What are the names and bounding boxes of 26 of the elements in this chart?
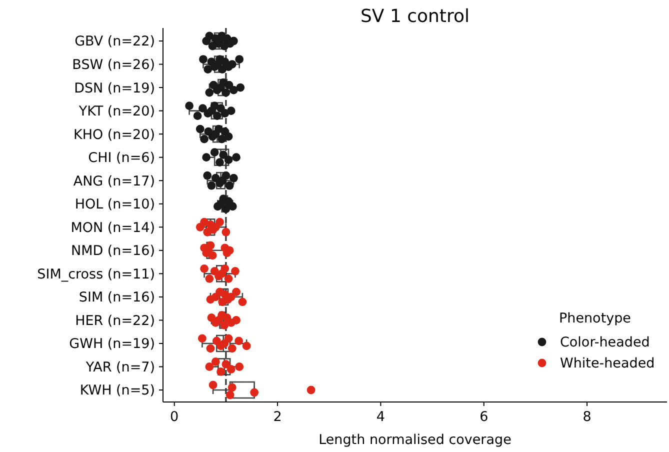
legend-label: White-headed bbox=[560, 356, 655, 372]
y-tick-label: YAR (n=7) bbox=[84, 359, 155, 376]
y-tick-label: GWH (n=19) bbox=[69, 336, 155, 352]
y-tick-label: MON (n=14) bbox=[70, 220, 155, 236]
y-tick-label: CHI (n=6) bbox=[88, 150, 155, 166]
y-tick-label: SIM_cross (n=11) bbox=[37, 266, 155, 282]
y-tick-label: GBV (n=22) bbox=[74, 34, 155, 50]
chart-title: SV 1 control bbox=[360, 6, 470, 27]
x-tick-label: 8 bbox=[582, 409, 592, 425]
y-tick-label: HER (n=22) bbox=[75, 312, 155, 329]
x-tick-label: 0 bbox=[170, 409, 179, 425]
legend-title: Phenotype bbox=[559, 310, 631, 327]
x-tick-label: 2 bbox=[273, 409, 282, 425]
y-tick-label: BSW (n=26) bbox=[72, 56, 155, 73]
y-tick-label: ANG (n=17) bbox=[73, 173, 155, 190]
x-tick-label: 4 bbox=[376, 409, 385, 425]
y-tick-label: DSN (n=19) bbox=[74, 80, 155, 96]
legend-label: Color-headed bbox=[560, 334, 650, 351]
y-tick-label: SIM (n=16) bbox=[78, 290, 155, 306]
y-tick-label: YKT (n=20) bbox=[78, 104, 155, 120]
x-axis-title: Length normalised coverage bbox=[318, 432, 512, 448]
y-tick-label: NMD (n=16) bbox=[70, 243, 155, 260]
x-tick-label: 6 bbox=[480, 409, 488, 425]
y-tick-label: KWH (n=5) bbox=[80, 382, 155, 399]
y-tick-label: HOL (n=10) bbox=[74, 196, 155, 213]
y-tick-label: KHO (n=20) bbox=[73, 126, 155, 143]
